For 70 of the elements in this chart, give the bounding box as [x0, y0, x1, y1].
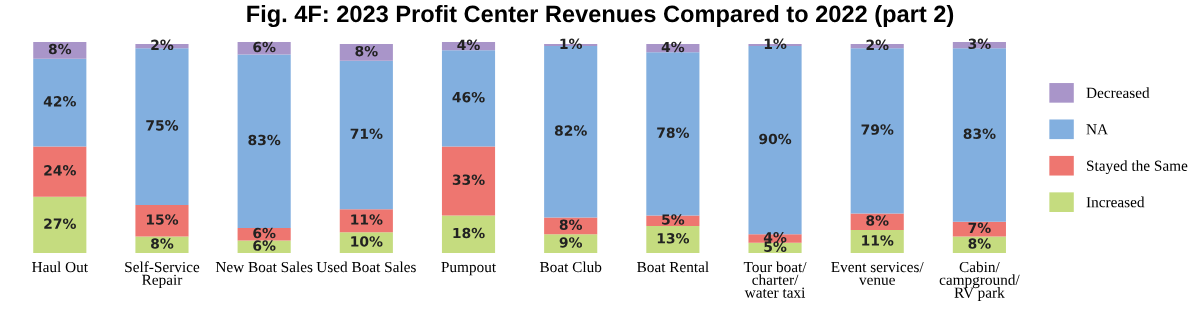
bar [33, 58, 87, 147]
legend-label: Increased [1086, 196, 1145, 208]
bar [33, 196, 87, 254]
data-label: 83% [963, 128, 996, 139]
legend-label: Stayed the Same [1087, 160, 1188, 175]
data-label: 9% [559, 237, 583, 248]
data-label: 4% [457, 39, 480, 51]
data-label: 71% [350, 128, 383, 139]
x-tick-label: Used Boat Sales [316, 261, 416, 273]
bar [850, 48, 904, 214]
bar [952, 48, 1006, 222]
x-tick-label: Boat Club [539, 261, 602, 273]
data-label: 75% [146, 120, 179, 131]
x-tick-label: New Boat Sales [215, 261, 313, 273]
data-label: 6% [253, 227, 276, 239]
x-tick-label: Pumpout [441, 262, 497, 276]
legend-label: NA [1086, 124, 1108, 135]
bar [339, 44, 393, 61]
data-label: 90% [759, 133, 792, 145]
data-label: 8% [559, 219, 583, 230]
bar [646, 225, 700, 254]
data-label: 4% [661, 41, 685, 53]
data-label: 11% [351, 214, 383, 225]
x-tick-label: Cabin/ campground/ RV park [939, 261, 1020, 301]
data-label: 33% [452, 174, 485, 185]
bar [135, 205, 189, 237]
legend-label: Decreased [1086, 87, 1150, 99]
data-label: 8% [48, 43, 72, 55]
data-label: 10% [351, 236, 383, 247]
x-tick-label: Self-Service Repair [125, 261, 200, 289]
data-label: 27% [44, 218, 76, 229]
x-tick-label: Haul Out [32, 261, 88, 273]
bar [441, 146, 496, 216]
data-label: 6% [253, 41, 276, 53]
bar [33, 146, 87, 197]
data-label: 42% [43, 96, 76, 107]
data-label: 8% [151, 238, 174, 249]
data-label: 11% [862, 235, 894, 246]
data-label: 83% [248, 134, 281, 146]
data-label: 79% [861, 124, 894, 135]
bar [544, 234, 598, 254]
data-label: 78% [657, 127, 690, 138]
x-tick-label: Boat Rental [637, 261, 709, 273]
data-label: 46% [452, 91, 485, 103]
data-label: 1% [764, 38, 787, 50]
chart-title: Fig. 4F: 2023 Profit Center Revenues Compared to 2022 (part 2) [247, 4, 954, 28]
data-label: 8% [968, 238, 991, 249]
data-label: 6% [253, 240, 276, 251]
data-label: 8% [355, 45, 378, 57]
bar [441, 215, 496, 254]
bar [339, 60, 393, 210]
bar [135, 48, 189, 206]
data-label: 4% [763, 232, 787, 243]
data-label: 82% [554, 125, 587, 136]
bar [135, 236, 189, 254]
bar [237, 54, 291, 229]
bar [441, 50, 496, 147]
data-label: 18% [453, 227, 485, 239]
data-label: 5% [662, 214, 685, 225]
x-tick-label: Tour boat/ charter/ water taxi [743, 261, 807, 298]
x-tick-label: Event services/ venue [831, 261, 924, 285]
data-label: 1% [560, 38, 583, 50]
bar [646, 52, 700, 216]
data-label: 8% [866, 215, 889, 226]
data-label: 24% [44, 165, 76, 176]
bar [850, 230, 904, 254]
data-label: 13% [657, 233, 690, 244]
data-label: 7% [968, 222, 991, 234]
data-label: 5% [764, 241, 787, 252]
data-label: 15% [146, 214, 179, 225]
